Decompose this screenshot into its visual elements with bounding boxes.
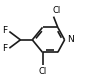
Text: Cl: Cl: [38, 67, 47, 76]
Text: F: F: [2, 26, 7, 35]
Text: N: N: [67, 35, 74, 44]
Text: Cl: Cl: [53, 6, 61, 15]
Text: F: F: [2, 44, 7, 53]
